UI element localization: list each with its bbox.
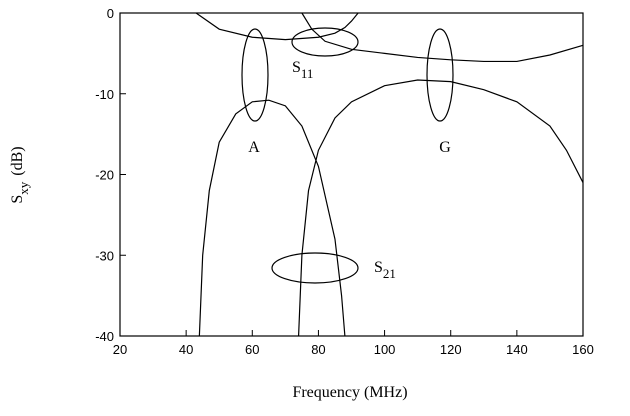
annotation-sub: 11 xyxy=(301,66,314,81)
x-tick-label: 160 xyxy=(572,342,594,357)
annotation: A xyxy=(248,139,260,156)
y-tick-label: 0 xyxy=(107,6,114,21)
x-axis-label: Frequency (MHz) xyxy=(292,384,407,401)
annotation: S21 xyxy=(374,259,396,281)
x-tick-label: 80 xyxy=(311,342,325,357)
line xyxy=(198,99,346,337)
annotation: S11 xyxy=(292,59,313,81)
x-tick-label: 100 xyxy=(374,342,396,357)
ellipse xyxy=(241,28,269,122)
x-tick-label: 40 xyxy=(179,342,193,357)
line xyxy=(195,12,359,41)
y-axis-label-text: Sxy (dB) xyxy=(9,146,31,203)
y-tick-label: -20 xyxy=(95,168,114,183)
x-tick-label: 20 xyxy=(113,342,127,357)
y-label-sub: xy xyxy=(16,181,31,195)
x-tick-label: 120 xyxy=(440,342,462,357)
ellipse xyxy=(291,27,359,57)
ellipse xyxy=(426,28,454,122)
x-tick-label: 140 xyxy=(506,342,528,357)
y-label-unit: (dB) xyxy=(9,146,26,175)
x-tick-label: 60 xyxy=(245,342,259,357)
y-tick-label: -10 xyxy=(95,87,114,102)
ellipse xyxy=(271,252,359,284)
y-tick-label: -30 xyxy=(95,248,114,263)
y-label-main: S xyxy=(9,195,26,204)
annotation: G xyxy=(439,139,451,156)
annotation-main: S xyxy=(374,259,383,276)
line xyxy=(301,12,584,63)
y-tick-label: -40 xyxy=(95,329,114,344)
ellipses xyxy=(241,27,454,284)
annotation-main: S xyxy=(292,59,301,76)
annotation-sub: 21 xyxy=(383,266,396,281)
line xyxy=(297,79,584,337)
y-axis-label: Sxy (dB) xyxy=(9,146,31,203)
